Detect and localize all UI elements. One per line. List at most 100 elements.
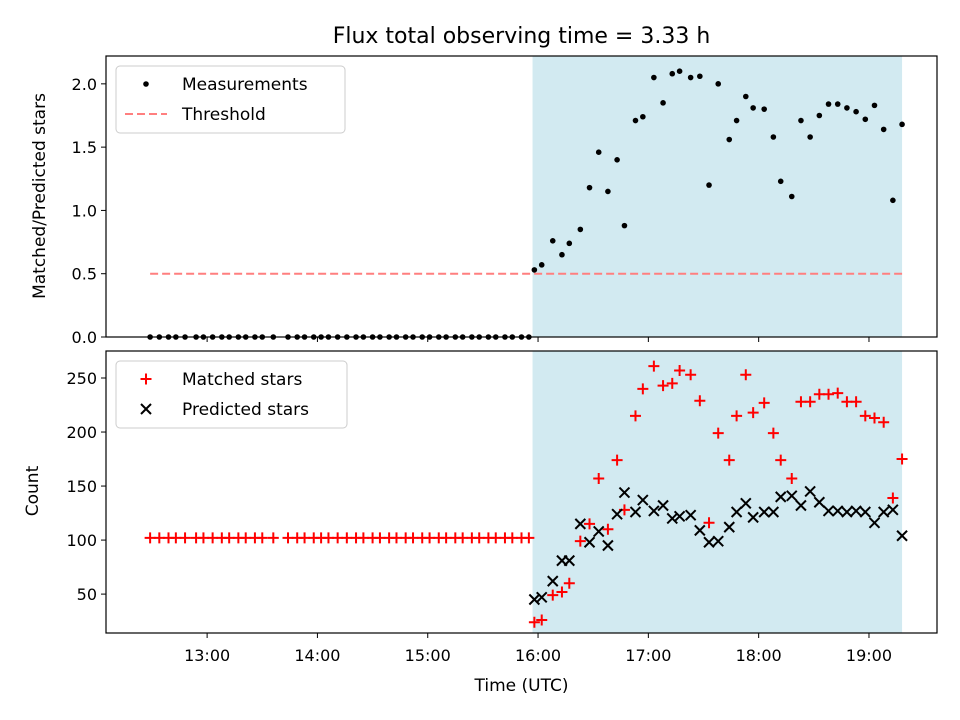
matched-star-point bbox=[457, 532, 469, 544]
matched-star-point bbox=[322, 532, 334, 544]
measurement-point bbox=[761, 106, 767, 112]
matched-star-point bbox=[703, 517, 715, 529]
y-tick-label-top: 1.0 bbox=[72, 201, 97, 220]
matched-star-point bbox=[197, 532, 209, 544]
predicted-star-point bbox=[574, 518, 587, 530]
matched-star-point bbox=[786, 472, 798, 484]
predicted-star-point bbox=[666, 512, 678, 525]
measurement-point bbox=[697, 73, 703, 80]
measurement-point bbox=[640, 113, 646, 120]
matched-star-point bbox=[256, 532, 268, 544]
predicted-star-point bbox=[602, 539, 614, 552]
measurement-point bbox=[669, 70, 676, 77]
matched-star-point bbox=[490, 532, 502, 544]
matched-star-point bbox=[878, 416, 890, 428]
predicted-star-point bbox=[657, 499, 669, 512]
matched-star-point bbox=[747, 407, 759, 419]
y-tick-label-top: 0.5 bbox=[72, 265, 97, 284]
predicted-star-point bbox=[868, 517, 881, 529]
matched-star-point bbox=[767, 427, 779, 439]
predicted-star-point bbox=[563, 554, 576, 567]
matched-star-point bbox=[804, 396, 816, 408]
axes-frame-top bbox=[105, 55, 938, 338]
x-axis-label: Time (UTC) bbox=[474, 676, 569, 696]
x-tick-label: 19:00 bbox=[846, 646, 892, 665]
measurement-point bbox=[538, 262, 545, 268]
predicted-star-point bbox=[887, 504, 899, 516]
matched-star-point bbox=[528, 616, 540, 628]
matched-star-point bbox=[506, 532, 518, 544]
predicted-star-point bbox=[723, 521, 735, 533]
predicted-star-point bbox=[684, 509, 697, 521]
y-tick-label-bottom: 200 bbox=[66, 423, 97, 442]
predicted-star-point bbox=[637, 494, 649, 506]
predicted-star-point bbox=[730, 506, 743, 518]
matched-star-point bbox=[374, 532, 386, 544]
predicted-star-point bbox=[583, 536, 596, 548]
measurement-point bbox=[614, 156, 620, 163]
x-tick-label: 14:00 bbox=[294, 646, 340, 665]
predicted-star-point bbox=[694, 524, 706, 537]
measurement-point bbox=[586, 184, 593, 191]
predicted-star-point bbox=[758, 506, 770, 518]
measurement-point bbox=[899, 121, 905, 128]
matched-star-point bbox=[144, 532, 156, 544]
x-tick-label: 18:00 bbox=[736, 646, 782, 665]
measurement-point bbox=[549, 238, 556, 244]
matched-star-point bbox=[731, 410, 743, 422]
matched-star-point bbox=[332, 532, 344, 544]
matched-star-point bbox=[440, 532, 452, 544]
predicted-star-point bbox=[648, 505, 660, 517]
matched-star-point bbox=[648, 360, 660, 372]
measurement-point bbox=[807, 134, 813, 140]
matched-star-point bbox=[740, 369, 752, 381]
measurement-point bbox=[651, 74, 657, 81]
matched-star-point bbox=[813, 388, 825, 400]
x-tick-label: 16:00 bbox=[515, 646, 561, 665]
matched-star-point bbox=[390, 532, 402, 544]
matched-star-point bbox=[424, 532, 436, 544]
matched-star-point bbox=[207, 532, 219, 544]
measurement-point bbox=[595, 149, 602, 155]
matched-star-point bbox=[473, 532, 485, 544]
measurement-point bbox=[788, 193, 795, 200]
x-tick-label: 15:00 bbox=[405, 646, 451, 665]
predicted-star-point bbox=[841, 506, 853, 518]
matched-star-point bbox=[637, 383, 649, 395]
y-tick-label-bottom: 100 bbox=[66, 531, 97, 550]
legend-label-predicted: Predicted stars bbox=[182, 400, 309, 420]
measurement-point bbox=[750, 105, 756, 111]
measurement-point bbox=[871, 102, 878, 109]
legend-bottom: Matched stars Predicted stars bbox=[115, 360, 348, 429]
legend-marker-matched bbox=[140, 373, 152, 385]
matched-star-point bbox=[657, 380, 669, 392]
matched-star-point bbox=[841, 396, 853, 408]
measurement-point bbox=[853, 108, 859, 115]
matched-star-point bbox=[179, 532, 191, 544]
matched-star-point bbox=[674, 364, 686, 376]
matched-star-point bbox=[407, 532, 419, 544]
y-tick-label-bottom: 50 bbox=[77, 585, 97, 604]
predicted-star-point bbox=[712, 535, 724, 547]
y-tick-label-top: 1.5 bbox=[72, 138, 97, 157]
predicted-star-point bbox=[740, 497, 752, 510]
matched-star-point bbox=[267, 532, 279, 544]
predicted-star-point bbox=[611, 508, 623, 520]
y-axis-label-bottom: Count bbox=[23, 465, 43, 516]
matched-star-point bbox=[629, 410, 641, 422]
predicted-star-point bbox=[786, 490, 798, 502]
matched-star-point bbox=[666, 377, 678, 389]
predicted-star-point bbox=[877, 506, 890, 518]
measurement-point bbox=[777, 178, 784, 185]
matched-star-point bbox=[536, 614, 548, 626]
legend-box-bottom bbox=[115, 360, 348, 429]
predicted-star-point bbox=[822, 505, 835, 517]
legend-marker-measurements bbox=[143, 81, 149, 87]
x-tick-label: 17:00 bbox=[625, 646, 671, 665]
matched-star-point bbox=[523, 532, 535, 544]
measurement-point bbox=[715, 81, 722, 87]
matched-star-point bbox=[593, 472, 605, 484]
measurement-point bbox=[890, 197, 896, 204]
matched-star-point bbox=[685, 369, 697, 381]
